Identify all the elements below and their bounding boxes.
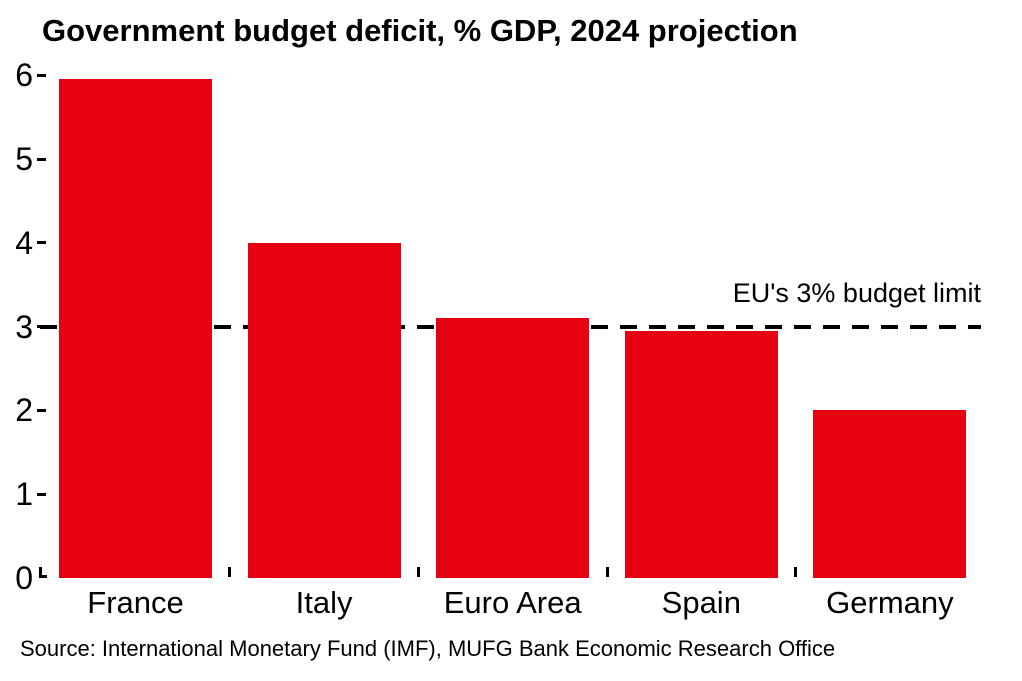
y-tick-label: 6 bbox=[15, 57, 33, 94]
x-tick-mark bbox=[605, 567, 609, 577]
y-tick-label: 1 bbox=[15, 476, 33, 513]
x-tick-mark bbox=[228, 567, 232, 577]
x-tick-mark bbox=[794, 567, 798, 577]
y-tick-label: 4 bbox=[15, 224, 33, 261]
source-note: Source: International Monetary Fund (IMF… bbox=[20, 636, 836, 661]
y-tick-mark bbox=[37, 408, 46, 412]
bar-italy bbox=[247, 242, 401, 578]
x-category-label: Italy bbox=[295, 585, 353, 620]
y-tick-mark bbox=[37, 241, 46, 245]
y-tick-label: 0 bbox=[15, 560, 33, 596]
chart-title: Government budget deficit, % GDP, 2024 p… bbox=[42, 13, 798, 48]
bar-germany bbox=[813, 410, 967, 578]
y-tick-mark bbox=[37, 73, 46, 77]
y-tick-mark bbox=[37, 157, 46, 161]
y-tick-mark bbox=[37, 325, 46, 329]
x-category-label: France bbox=[87, 585, 184, 620]
x-tick-mark bbox=[416, 567, 420, 577]
y-tick-label: 5 bbox=[15, 141, 33, 177]
bar-euro-area bbox=[436, 318, 590, 578]
y-tick-label: 2 bbox=[15, 392, 33, 429]
x-category-label: Germany bbox=[826, 585, 954, 620]
reference-line-label: EU's 3% budget limit bbox=[732, 278, 981, 308]
y-tick-mark bbox=[37, 492, 46, 496]
x-category-label: Spain bbox=[661, 585, 741, 620]
axis-corner-tick bbox=[39, 567, 47, 578]
x-category-label: Euro Area bbox=[443, 585, 582, 620]
bar-spain bbox=[624, 330, 778, 578]
y-tick-label: 3 bbox=[15, 308, 33, 345]
bar-france bbox=[59, 79, 212, 578]
